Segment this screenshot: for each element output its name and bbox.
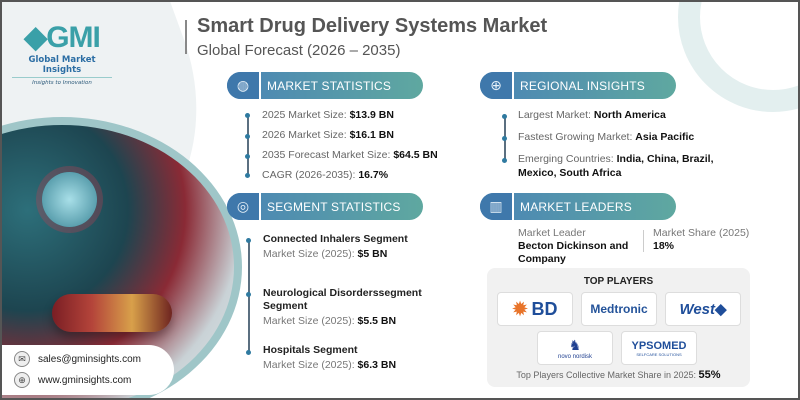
ypsomed-logo: YPSOMED SELFCARE SOLUTIONS (621, 331, 697, 365)
page-title: Smart Drug Delivery Systems Market (197, 15, 548, 37)
section-label: REGIONAL INSIGHTS (520, 78, 645, 93)
globe-chart-icon: ◍ (227, 72, 261, 99)
top-players-panel: TOP PLAYERS ✹ BD Medtronic West ◆ ♞ novo no… (487, 268, 750, 387)
west-logo: West ◆ (665, 292, 741, 326)
segment-item: Connected Inhalers Segment Market Size (… (263, 233, 408, 260)
market-statistics-list: 2025 Market Size: $13.9 BN 2026 Market S… (262, 108, 438, 188)
market-share: Market Share (2025) 18% (653, 227, 750, 252)
logo-mark: GMI (46, 21, 101, 54)
target-chart-icon: ◎ (227, 193, 261, 220)
title-divider (185, 20, 187, 54)
capsule-illustration (52, 294, 172, 332)
logo-tagline: Insights to Innovation (32, 80, 92, 86)
region-item: Fastest Growing Market: Asia Pacific (518, 131, 695, 143)
logo-name: Global Market Insights (12, 55, 112, 78)
globe-icon: ⊕ (14, 372, 30, 388)
stat-item: CAGR (2026-2035): 16.7% (262, 169, 389, 181)
medtronic-logo: Medtronic (581, 292, 657, 326)
section-label: MARKET LEADERS (520, 199, 632, 214)
mail-icon: ✉ (14, 351, 30, 367)
website-link[interactable]: ⊕ www.gminsights.com (14, 372, 131, 388)
bd-logo: ✹ BD (497, 292, 573, 326)
regional-insights-list: Largest Market: North America Fastest Gr… (518, 108, 778, 184)
segment-statistics-header: ◎ SEGMENT STATISTICS (227, 193, 423, 220)
page-subtitle: Global Forecast (2026 – 2035) (197, 42, 401, 59)
stat-item: 2026 Market Size: $16.1 BN (262, 129, 394, 141)
market-leaders-header: ▥ MARKET LEADERS (480, 193, 676, 220)
region-item: Emerging Countries: India, China, Brazil… (518, 153, 714, 179)
email-link[interactable]: ✉ sales@gminsights.com (14, 351, 141, 367)
leader-chart-icon: ▥ (480, 193, 514, 220)
stat-item: 2025 Market Size: $13.9 BN (262, 109, 394, 121)
globe-icon: ⊕ (480, 72, 514, 99)
collective-share: Top Players Collective Market Share in 2… (516, 369, 721, 381)
section-label: SEGMENT STATISTICS (267, 199, 401, 214)
segment-item: Hospitals Segment Market Size (2025): $6… (263, 344, 397, 371)
novo-nordisk-logo: ♞ novo nordisk (537, 331, 613, 365)
region-item: Largest Market: North America (518, 109, 666, 121)
market-statistics-header: ◍ MARKET STATISTICS (227, 72, 423, 99)
gmi-logo: ◆GMI Global Market Insights Insights to … (12, 20, 112, 86)
section-label: MARKET STATISTICS (267, 78, 392, 93)
market-leader: Market Leader Becton Dickinson and Compa… (518, 227, 629, 265)
virus-illustration (42, 172, 97, 227)
top-players-title: TOP PLAYERS (583, 276, 654, 287)
decorative-arc (678, 2, 798, 112)
regional-insights-header: ⊕ REGIONAL INSIGHTS (480, 72, 676, 99)
segment-item: Neurological Disorderssegment Segment Ma… (263, 287, 422, 327)
stat-item: 2035 Forecast Market Size: $64.5 BN (262, 149, 438, 161)
contact-panel: ✉ sales@gminsights.com ⊕ www.gminsights.co… (2, 345, 174, 395)
